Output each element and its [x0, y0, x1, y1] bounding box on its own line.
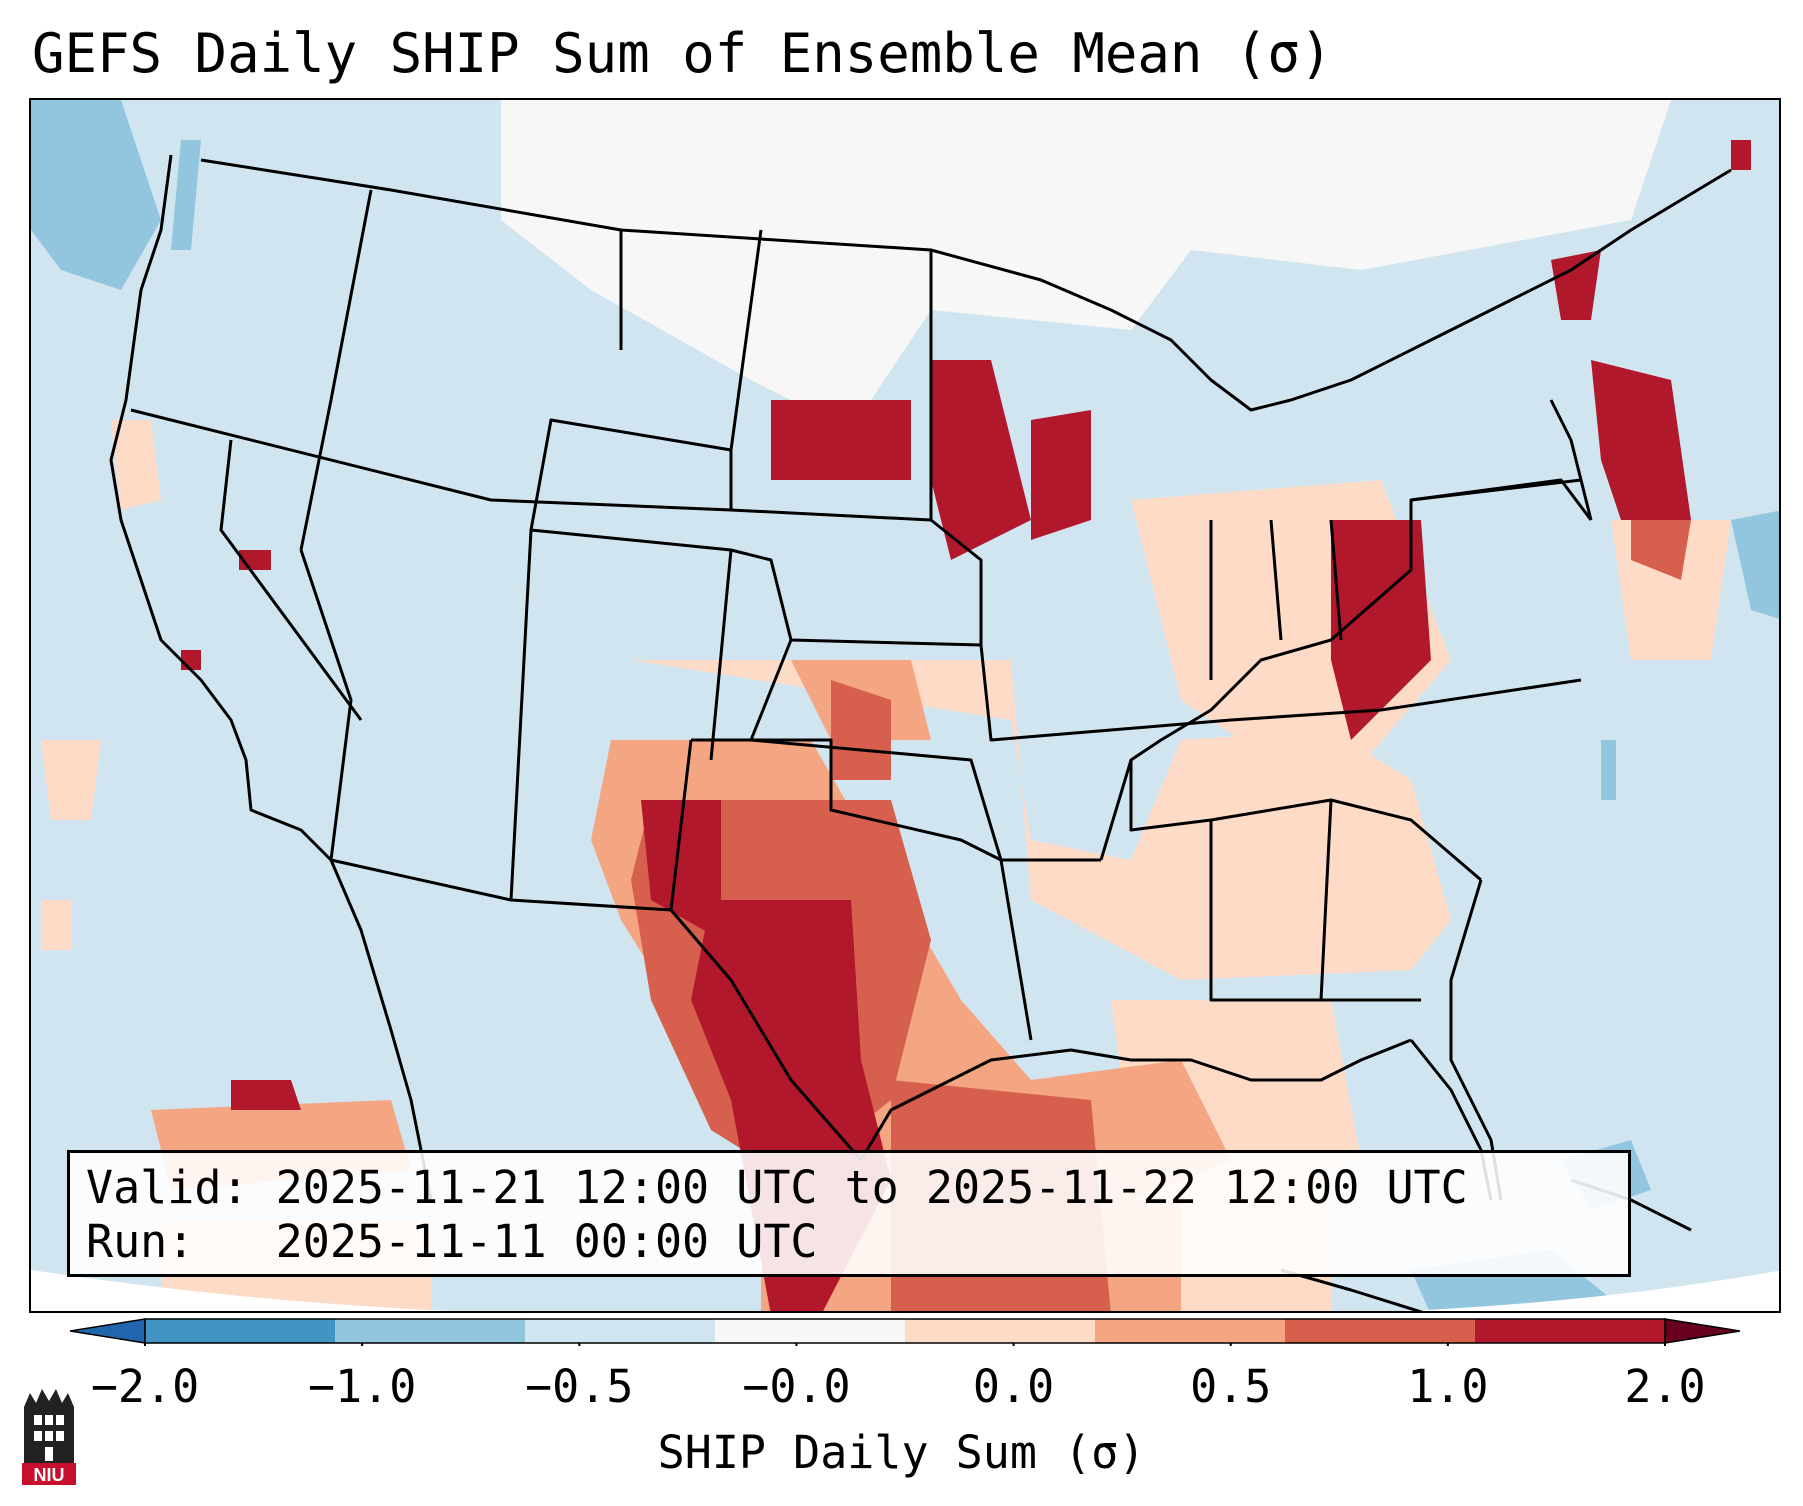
- valid-label: Valid:: [86, 1161, 249, 1214]
- colorbar-segment: [715, 1319, 906, 1343]
- colorbar-segment: [1285, 1319, 1476, 1343]
- colorbar-segment: [1475, 1319, 1666, 1343]
- colorbar-segment: [525, 1319, 716, 1343]
- map-panel: [29, 98, 1781, 1313]
- colorbar-tick-label: −0.0: [742, 1360, 851, 1413]
- niu-logo: NIU: [22, 1389, 76, 1485]
- colorbar-arrow-high: [1664, 1318, 1740, 1344]
- colorbar-segments: [70, 1318, 1740, 1344]
- colorbar-tick-label: 0.0: [972, 1360, 1055, 1413]
- colorbar-label: SHIP Daily Sum (σ): [657, 1426, 1146, 1479]
- colorbar-segment: [145, 1319, 336, 1343]
- colorbar-segment: [335, 1319, 526, 1343]
- colorbar-tick-label: 2.0: [1624, 1360, 1706, 1413]
- near-zero-region: [501, 100, 1671, 430]
- colorbar-outline: [144, 1318, 1666, 1344]
- colorbar-tick-label: 0.5: [1190, 1360, 1272, 1413]
- colorbar-tick-label: −1.0: [307, 1360, 417, 1413]
- valid-value: 2025-11-21 12:00 UTC to 2025-11-22 12:00…: [275, 1161, 1468, 1214]
- svg-text:NIU: NIU: [34, 1465, 65, 1485]
- colorbar-tick-label: −0.5: [525, 1360, 634, 1413]
- run-value: 2025-11-11 00:00 UTC: [275, 1215, 818, 1268]
- outside-projection: [31, 1270, 1779, 1311]
- colorbar-tick-label: −2.0: [90, 1360, 200, 1413]
- coastline: [329, 859, 1692, 1311]
- map-title: GEFS Daily SHIP Sum of Ensemble Mean (σ): [32, 22, 1333, 85]
- colorbar: [70, 1318, 1740, 1346]
- colorbar-arrow-low: [70, 1318, 146, 1344]
- colorbar-tick-label: 1.0: [1407, 1360, 1489, 1413]
- map-canvas: [31, 100, 1779, 1311]
- colorbar-segment: [1095, 1319, 1286, 1343]
- colorbar-segment: [905, 1319, 1096, 1343]
- colorbar-ticks: [144, 1343, 1666, 1346]
- run-label: Run:: [86, 1215, 195, 1268]
- state-borders: [109, 154, 1732, 1201]
- info-box: Valid: 2025-11-21 12:00 UTC to 2025-11-2…: [67, 1150, 1631, 1277]
